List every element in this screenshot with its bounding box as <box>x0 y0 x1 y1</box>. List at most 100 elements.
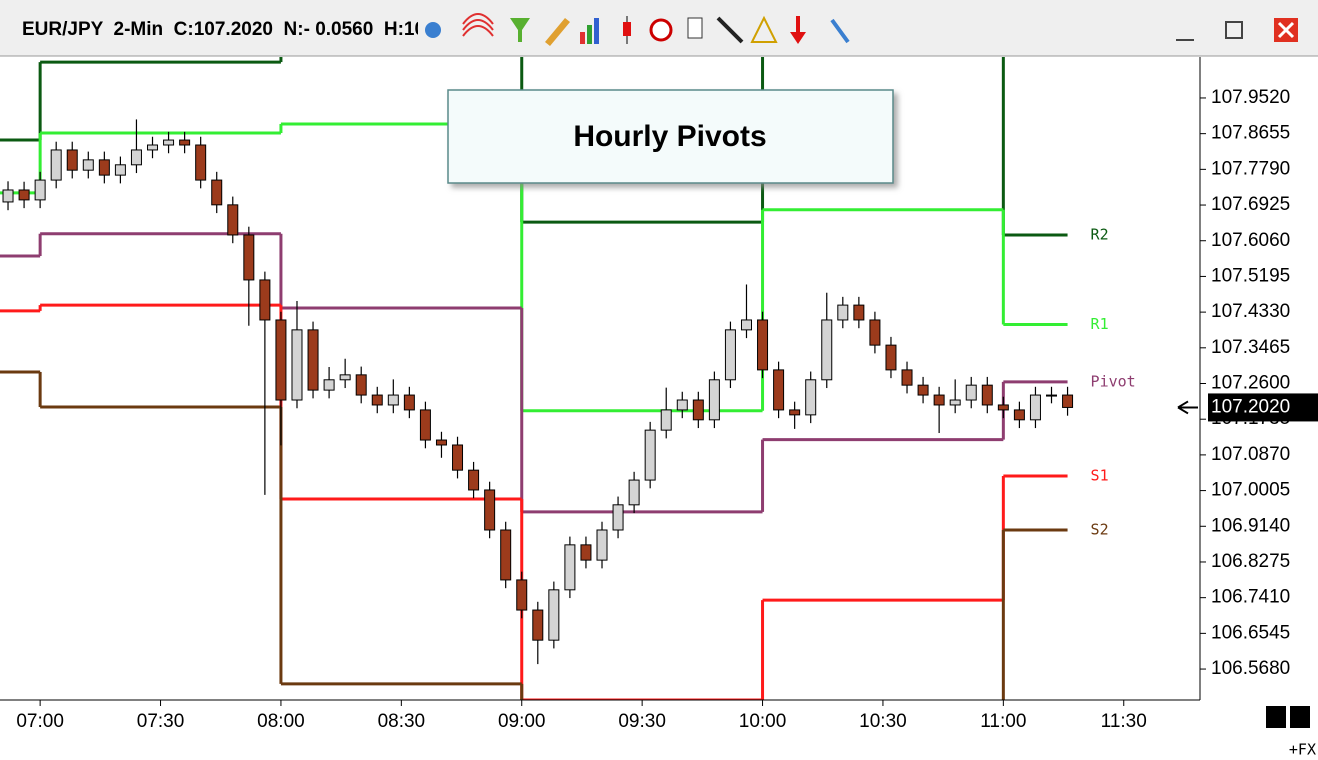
y-tick-label: 107.6925 <box>1211 194 1290 215</box>
icon-pencil[interactable] <box>545 18 570 46</box>
candle-body <box>275 319 287 401</box>
candle-body <box>596 529 608 561</box>
candle-body <box>548 589 560 641</box>
candle-body <box>612 504 624 531</box>
icon-bars[interactable] <box>580 18 599 44</box>
candle-body <box>500 529 512 581</box>
x-tick-label: 09:30 <box>618 711 666 732</box>
candle-body <box>965 384 977 401</box>
candle-body <box>660 409 672 431</box>
icon-fib[interactable] <box>750 15 778 43</box>
candle-body <box>805 379 817 416</box>
candle-body <box>50 149 62 181</box>
footer-label: +FX <box>1289 741 1316 759</box>
x-tick-label: 11:00 <box>980 711 1026 732</box>
candle-body <box>869 319 881 346</box>
annotation-text: Hourly Pivots <box>573 120 766 153</box>
last-price-arrow <box>1177 400 1198 415</box>
candle-body <box>339 374 351 381</box>
x-tick-label: 07:00 <box>16 711 64 732</box>
y-tick-label: 107.2600 <box>1211 373 1290 394</box>
icon-list[interactable] <box>687 17 703 39</box>
header-text: EUR/JPY 2-Min C:107.2020 N:- 0.0560 H:10… <box>22 19 462 40</box>
candle-body <box>468 469 480 491</box>
icon-pin[interactable] <box>830 18 850 44</box>
last-price-box <box>1208 393 1318 422</box>
candle-body <box>307 329 319 391</box>
candle-body <box>933 394 945 406</box>
candle-body <box>1046 394 1058 397</box>
y-tick-label: 106.9140 <box>1211 515 1290 536</box>
x-tick-label: 11:30 <box>1101 711 1147 732</box>
candle-body <box>484 489 496 531</box>
y-tick-label: 106.5680 <box>1211 658 1290 679</box>
y-tick-label: 106.6545 <box>1211 622 1290 643</box>
candle-body <box>130 149 142 166</box>
x-tick-label: 08:30 <box>378 711 426 732</box>
y-tick-label: 106.8275 <box>1211 551 1290 572</box>
panel-icon[interactable] <box>1266 706 1286 728</box>
icon-candle[interactable] <box>623 16 631 44</box>
candle-body <box>163 139 175 146</box>
candle-body <box>98 159 110 176</box>
candle-body <box>692 399 704 421</box>
candle-body <box>179 139 191 146</box>
candle-body <box>147 144 159 151</box>
candle-body <box>532 609 544 641</box>
icon-filter[interactable] <box>510 18 530 42</box>
y-tick-label: 107.0870 <box>1211 444 1290 465</box>
candle-body <box>419 409 431 441</box>
candle-body <box>516 579 528 611</box>
candle-body <box>243 234 255 281</box>
candle-body <box>114 164 126 176</box>
candle-body <box>403 394 415 411</box>
candle-body <box>997 404 1009 411</box>
candle-body <box>724 329 736 381</box>
candle-body <box>371 394 383 406</box>
candle-body <box>387 394 399 406</box>
candle-body <box>949 399 961 406</box>
candle-body <box>789 409 801 416</box>
candle-body <box>917 384 929 396</box>
x-tick-label: 10:30 <box>859 711 907 732</box>
candle-body <box>435 439 447 446</box>
candle-body <box>757 319 769 371</box>
candle-body <box>580 544 592 561</box>
toolbar-bg <box>418 4 1318 54</box>
y-tick-label: 106.7410 <box>1211 587 1290 608</box>
panel-icon[interactable] <box>1290 706 1310 728</box>
candle-body <box>628 479 640 506</box>
pivot-label: S2 <box>1091 520 1109 538</box>
y-tick-label: 107.3465 <box>1211 337 1290 358</box>
pivot-label: Pivot <box>1091 372 1136 390</box>
icon-arrow[interactable] <box>790 16 806 44</box>
candle-body <box>1029 394 1041 421</box>
candle-body <box>564 544 576 591</box>
y-tick-label: 107.5195 <box>1211 265 1290 286</box>
icon-line[interactable] <box>716 16 744 44</box>
candle-body <box>18 189 30 201</box>
candle-body <box>211 179 223 206</box>
axes: 107.9520 107.8655 107.7790 107.6925 107.6060… <box>16 87 1318 732</box>
candle-body <box>981 384 993 406</box>
candle-body <box>227 204 239 236</box>
icon-clock[interactable] <box>649 18 673 42</box>
candle-body <box>676 399 688 411</box>
icon-tool[interactable] <box>425 22 441 38</box>
pivot-label: R2 <box>1091 225 1109 243</box>
candle-body <box>82 159 94 171</box>
icon-indicator[interactable] <box>462 13 494 37</box>
x-tick-label: 08:00 <box>257 711 305 732</box>
candle-body <box>837 304 849 321</box>
candle-body <box>452 444 464 471</box>
candle-body <box>34 179 46 201</box>
candle-body <box>259 279 271 321</box>
candle-body <box>901 369 913 386</box>
candle-body <box>195 144 207 181</box>
candle-body <box>821 319 833 381</box>
y-tick-label: 107.0005 <box>1211 480 1290 501</box>
maximize-button[interactable] <box>1225 21 1243 39</box>
candle-body <box>853 304 865 321</box>
candle-body <box>708 379 720 421</box>
